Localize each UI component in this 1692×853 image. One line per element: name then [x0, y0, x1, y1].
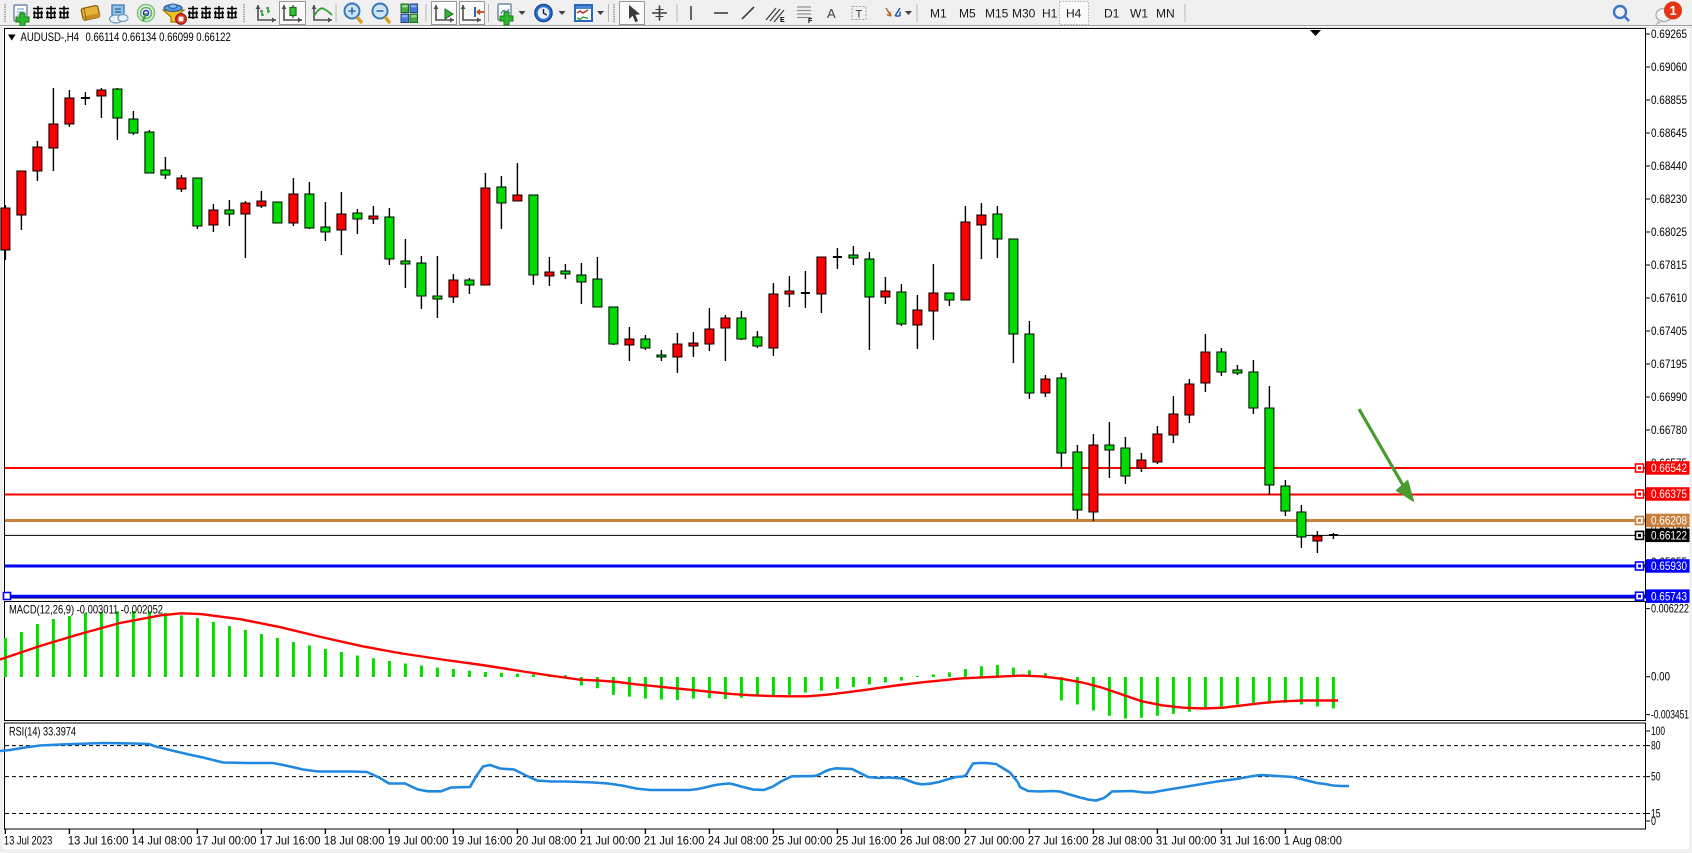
svg-text:28 Jul 08:00: 28 Jul 08:00: [1092, 834, 1153, 848]
svg-text:18 Jul 08:00: 18 Jul 08:00: [324, 834, 385, 848]
svg-text:AUDUSD-,H4: AUDUSD-,H4: [21, 30, 80, 44]
svg-text:0.66375: 0.66375: [1651, 487, 1687, 501]
svg-text:0.65743: 0.65743: [1651, 589, 1687, 603]
svg-text:E: E: [780, 17, 785, 24]
svg-text:19 Jul 16:00: 19 Jul 16:00: [452, 834, 513, 848]
svg-text:50: 50: [1651, 770, 1661, 784]
svg-text:F: F: [808, 18, 813, 25]
svg-text:31 Jul 16:00: 31 Jul 16:00: [1220, 834, 1281, 848]
svg-text:0.68025: 0.68025: [1651, 225, 1687, 239]
svg-text:0.66114 0.66134 0.66099 0.6612: 0.66114 0.66134 0.66099 0.66122: [86, 30, 232, 44]
svg-text:0.65930: 0.65930: [1651, 559, 1687, 573]
svg-text:100: 100: [1651, 724, 1665, 738]
svg-text:15: 15: [1651, 807, 1661, 821]
svg-text:MN: MN: [1156, 7, 1175, 21]
svg-text:0.66208: 0.66208: [1651, 514, 1687, 528]
svg-text:M30: M30: [1012, 7, 1036, 21]
svg-text:T: T: [856, 9, 863, 21]
svg-text:MACD(12,26,9) -0.003011 -0.002: MACD(12,26,9) -0.003011 -0.002052: [9, 603, 163, 617]
svg-text:A: A: [827, 6, 836, 21]
svg-text:0.68645: 0.68645: [1651, 126, 1687, 140]
svg-text:0.68230: 0.68230: [1651, 192, 1687, 206]
svg-text:1 Aug 08:00: 1 Aug 08:00: [1284, 834, 1342, 848]
svg-text:H4: H4: [1066, 7, 1082, 21]
svg-text:RSI(14) 33.3974: RSI(14) 33.3974: [9, 725, 76, 739]
svg-text:25 Jul 00:00: 25 Jul 00:00: [772, 834, 833, 848]
svg-text:27 Jul 16:00: 27 Jul 16:00: [1028, 834, 1089, 848]
svg-text:H1: H1: [1042, 7, 1058, 21]
svg-text:14 Jul 08:00: 14 Jul 08:00: [132, 834, 193, 848]
svg-text:0.69060: 0.69060: [1651, 60, 1687, 74]
svg-text:31 Jul 00:00: 31 Jul 00:00: [1156, 834, 1217, 848]
svg-text:17 Jul 16:00: 17 Jul 16:00: [260, 834, 321, 848]
svg-text:21 Jul 16:00: 21 Jul 16:00: [644, 834, 705, 848]
svg-text:0.66780: 0.66780: [1651, 423, 1687, 437]
svg-text:0.66542: 0.66542: [1651, 461, 1687, 475]
svg-text:M1: M1: [930, 7, 947, 21]
svg-text:24 Jul 08:00: 24 Jul 08:00: [708, 834, 769, 848]
svg-text:0.67405: 0.67405: [1651, 324, 1687, 338]
svg-text:25 Jul 16:00: 25 Jul 16:00: [836, 834, 897, 848]
svg-text:0.66990: 0.66990: [1651, 390, 1687, 404]
svg-text:M15: M15: [985, 7, 1009, 21]
svg-text:0.67815: 0.67815: [1651, 258, 1687, 272]
svg-text:13 Jul 16:00: 13 Jul 16:00: [68, 834, 129, 848]
svg-text:20 Jul 08:00: 20 Jul 08:00: [516, 834, 577, 848]
svg-text:19 Jul 00:00: 19 Jul 00:00: [388, 834, 449, 848]
svg-text:26 Jul 08:00: 26 Jul 08:00: [900, 834, 961, 848]
svg-text:0.68855: 0.68855: [1651, 93, 1687, 107]
svg-text:27 Jul 00:00: 27 Jul 00:00: [964, 834, 1025, 848]
svg-text:0.66122: 0.66122: [1651, 529, 1687, 543]
svg-text:-0.003451: -0.003451: [1651, 708, 1689, 722]
svg-text:W1: W1: [1130, 7, 1148, 21]
svg-text:0.67610: 0.67610: [1651, 291, 1687, 305]
svg-text:0.006222: 0.006222: [1651, 602, 1689, 616]
svg-text:D1: D1: [1104, 7, 1120, 21]
svg-text:0.00: 0.00: [1651, 670, 1670, 684]
svg-text:1: 1: [1670, 3, 1677, 18]
svg-text:80: 80: [1651, 739, 1661, 753]
svg-text:0: 0: [1651, 814, 1656, 828]
svg-text:17 Jul 00:00: 17 Jul 00:00: [196, 834, 257, 848]
svg-text:0.69265: 0.69265: [1651, 27, 1687, 41]
svg-text:13 Jul 2023: 13 Jul 2023: [4, 834, 53, 848]
svg-text:21 Jul 00:00: 21 Jul 00:00: [580, 834, 641, 848]
svg-text:M5: M5: [959, 7, 976, 21]
svg-text:0.68440: 0.68440: [1651, 159, 1687, 173]
svg-text:0.67195: 0.67195: [1651, 357, 1687, 371]
